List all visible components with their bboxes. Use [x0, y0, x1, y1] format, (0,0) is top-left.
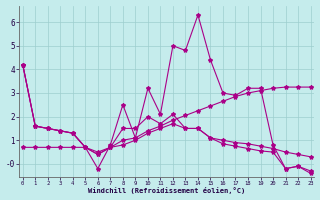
X-axis label: Windchill (Refroidissement éolien,°C): Windchill (Refroidissement éolien,°C) [88, 187, 245, 194]
